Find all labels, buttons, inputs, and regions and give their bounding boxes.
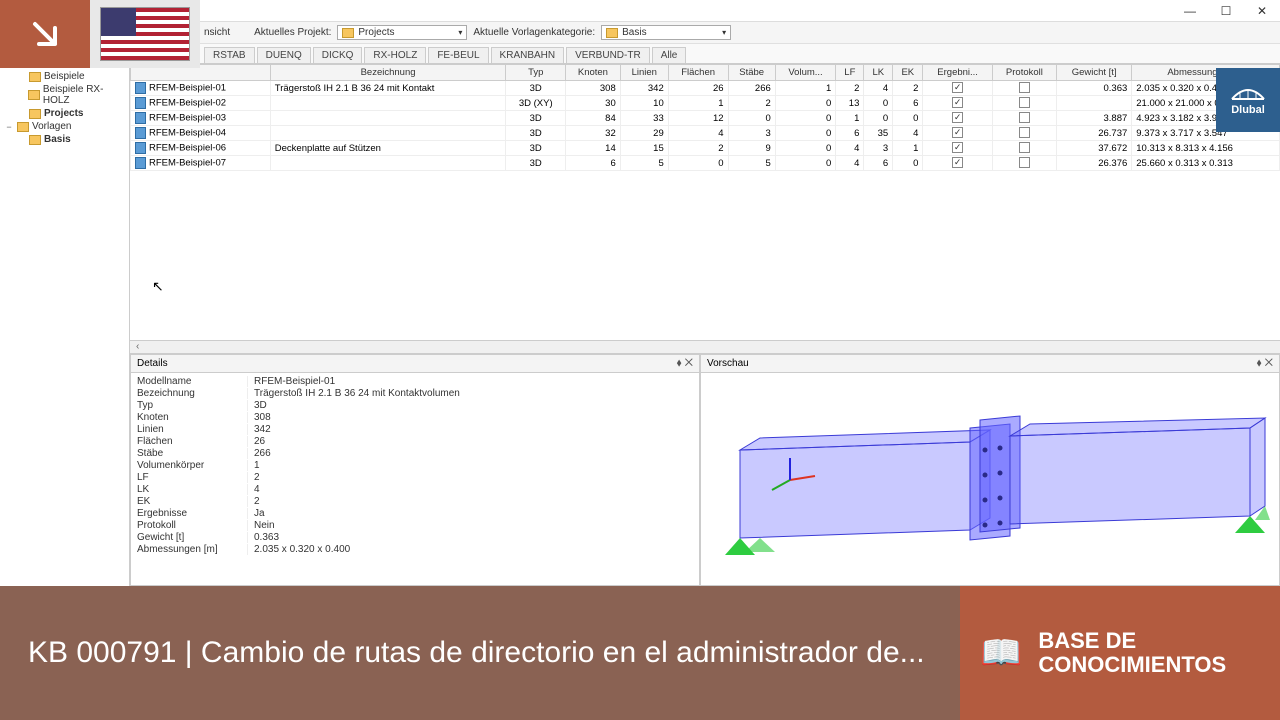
table-row[interactable]: RFEM-Beispiel-01Trägerstoß IH 2.1 B 36 2… [131, 81, 1280, 96]
panel-close-icon[interactable]: ⬧ ✕ [1257, 357, 1273, 370]
preview-panel: Vorschau ⬧ ✕ [700, 354, 1280, 586]
dlubal-logo: Dlubal [1216, 68, 1280, 132]
dlubal-text: Dlubal [1231, 104, 1265, 116]
table-row[interactable]: RFEM-Beispiel-06Deckenplatte auf Stützen… [131, 141, 1280, 156]
video-topbar [0, 0, 1280, 68]
tree-item[interactable]: Beispiele [4, 70, 125, 83]
detail-row: ErgebnisseJa [131, 507, 699, 519]
detail-row: Volumenkörper1 [131, 459, 699, 471]
details-panel: Details ⬧ ✕ ModellnameRFEM-Beispiel-01Be… [130, 354, 700, 586]
kb-label: BASE DE CONOCIMIENTOS [1038, 629, 1226, 677]
detail-row: LK4 [131, 483, 699, 495]
tree-item[interactable]: −Vorlagen [4, 120, 125, 133]
preview-header: Vorschau ⬧ ✕ [701, 355, 1279, 373]
details-header: Details ⬧ ✕ [131, 355, 699, 373]
preview-3d[interactable] [701, 375, 1279, 585]
table-row[interactable]: RFEM-Beispiel-043D3229430635426.7379.373… [131, 126, 1280, 141]
tree-panel: BeispieleBeispiele RX-HOLZProjects−Vorla… [0, 68, 130, 586]
detail-row: Typ3D [131, 399, 699, 411]
table-row[interactable]: RFEM-Beispiel-023D (XY)3010120130621.000… [131, 96, 1280, 111]
video-footer: KB 000791 | Cambio de rutas de directori… [0, 586, 1280, 720]
tree-item[interactable]: Beispiele RX-HOLZ [4, 83, 125, 107]
detail-row: ModellnameRFEM-Beispiel-01 [131, 375, 699, 387]
detail-row: Abmessungen [m]2.035 x 0.320 x 0.400 [131, 543, 699, 555]
detail-row: Stäbe266 [131, 447, 699, 459]
tree-item[interactable]: Basis [4, 133, 125, 146]
detail-row: LF2 [131, 471, 699, 483]
detail-row: Linien342 [131, 423, 699, 435]
detail-row: ProtokollNein [131, 519, 699, 531]
table-row[interactable]: RFEM-Beispiel-073D6505046026.37625.660 x… [131, 156, 1280, 171]
kb-badge: 📖 BASE DE CONOCIMIENTOS [960, 586, 1280, 720]
preview-title: Vorschau [707, 358, 749, 369]
detail-row: Knoten308 [131, 411, 699, 423]
language-flag[interactable] [90, 0, 200, 68]
detail-row: Flächen26 [131, 435, 699, 447]
detail-row: EK2 [131, 495, 699, 507]
video-title: KB 000791 | Cambio de rutas de directori… [0, 635, 960, 671]
tree-item[interactable]: Projects [4, 107, 125, 120]
corner-badge [0, 0, 90, 68]
panel-close-icon[interactable]: ⬧ ✕ [677, 357, 693, 370]
detail-row: Gewicht [t]0.363 [131, 531, 699, 543]
details-title: Details [137, 358, 168, 369]
scroll-hint: ‹ [130, 340, 1280, 354]
model-table: BezeichnungTypKnotenLinienFlächenStäbeVo… [130, 64, 1280, 344]
table-row[interactable]: RFEM-Beispiel-033D843312001003.8874.923 … [131, 111, 1280, 126]
book-icon: 📖 [980, 633, 1022, 673]
cursor-icon: ↖ [152, 278, 164, 295]
us-flag-icon [100, 7, 190, 61]
detail-row: BezeichnungTrägerstoß IH 2.1 B 36 24 mit… [131, 387, 699, 399]
